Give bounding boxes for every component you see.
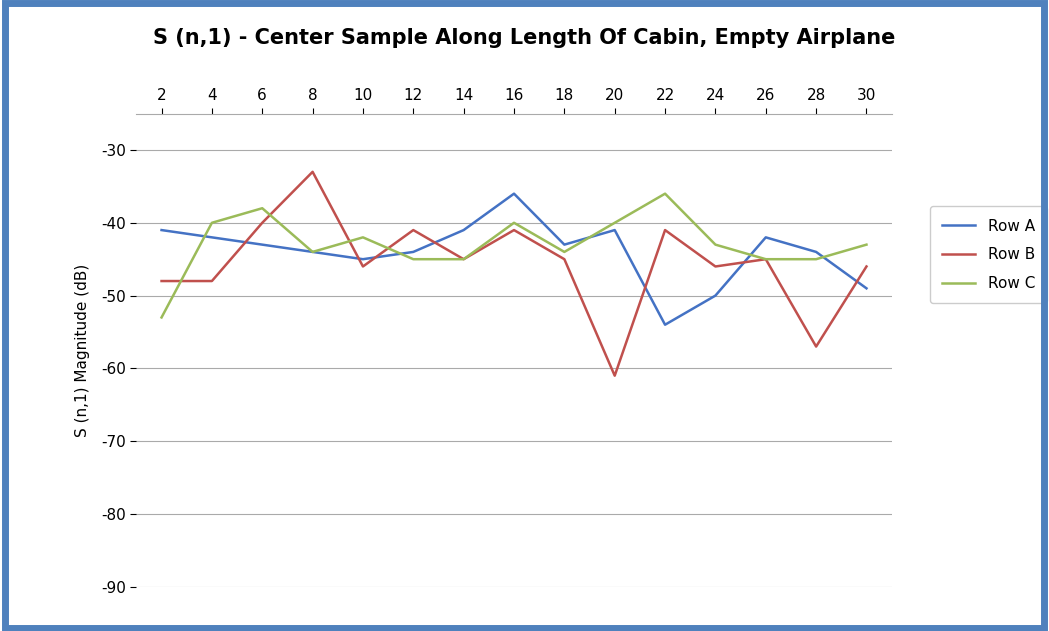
Row A bbox=[709, 292, 722, 299]
Row C bbox=[608, 219, 621, 227]
Row C bbox=[306, 248, 319, 256]
Row B bbox=[709, 262, 722, 270]
Row B bbox=[810, 343, 822, 350]
Y-axis label: S (n,1) Magnitude (dB): S (n,1) Magnitude (dB) bbox=[74, 264, 90, 437]
Row C bbox=[357, 233, 369, 241]
Row A bbox=[860, 285, 873, 292]
Row C bbox=[558, 248, 571, 256]
Row C bbox=[659, 190, 671, 198]
Row A bbox=[810, 248, 822, 256]
Row B bbox=[407, 227, 420, 234]
Legend: Row A, Row B, Row C: Row A, Row B, Row C bbox=[929, 206, 1047, 304]
Row B bbox=[206, 277, 218, 285]
Row B bbox=[759, 256, 772, 263]
Row B bbox=[306, 168, 319, 175]
Row A bbox=[306, 248, 319, 256]
Row A bbox=[659, 321, 671, 329]
Row B bbox=[457, 256, 470, 263]
Row C bbox=[860, 241, 873, 249]
Row A bbox=[558, 241, 571, 249]
Line: Row B: Row B bbox=[162, 172, 866, 375]
Row C bbox=[407, 256, 420, 263]
Row B bbox=[659, 227, 671, 234]
Row C bbox=[206, 219, 218, 227]
Row C bbox=[508, 219, 520, 227]
Row B bbox=[508, 227, 520, 234]
Row B bbox=[357, 262, 369, 270]
Row A bbox=[357, 256, 369, 263]
Text: S (n,1) - Center Sample Along Length Of Cabin, Empty Airplane: S (n,1) - Center Sample Along Length Of … bbox=[153, 28, 896, 49]
Row C bbox=[155, 314, 168, 321]
Row A bbox=[155, 227, 168, 234]
Line: Row C: Row C bbox=[162, 194, 866, 317]
Row A bbox=[608, 227, 621, 234]
Row A bbox=[407, 248, 420, 256]
Row A bbox=[256, 241, 269, 249]
Row B bbox=[860, 262, 873, 270]
Row B bbox=[256, 219, 269, 227]
Row C bbox=[759, 256, 772, 263]
Line: Row A: Row A bbox=[162, 194, 866, 325]
Row A bbox=[457, 227, 470, 234]
Row B bbox=[608, 372, 621, 379]
Row A bbox=[508, 190, 520, 198]
Row B bbox=[558, 256, 571, 263]
Row A bbox=[206, 233, 218, 241]
Row C bbox=[810, 256, 822, 263]
Row C bbox=[457, 256, 470, 263]
Row A bbox=[759, 233, 772, 241]
Row B bbox=[155, 277, 168, 285]
Row C bbox=[256, 204, 269, 212]
Row C bbox=[709, 241, 722, 249]
